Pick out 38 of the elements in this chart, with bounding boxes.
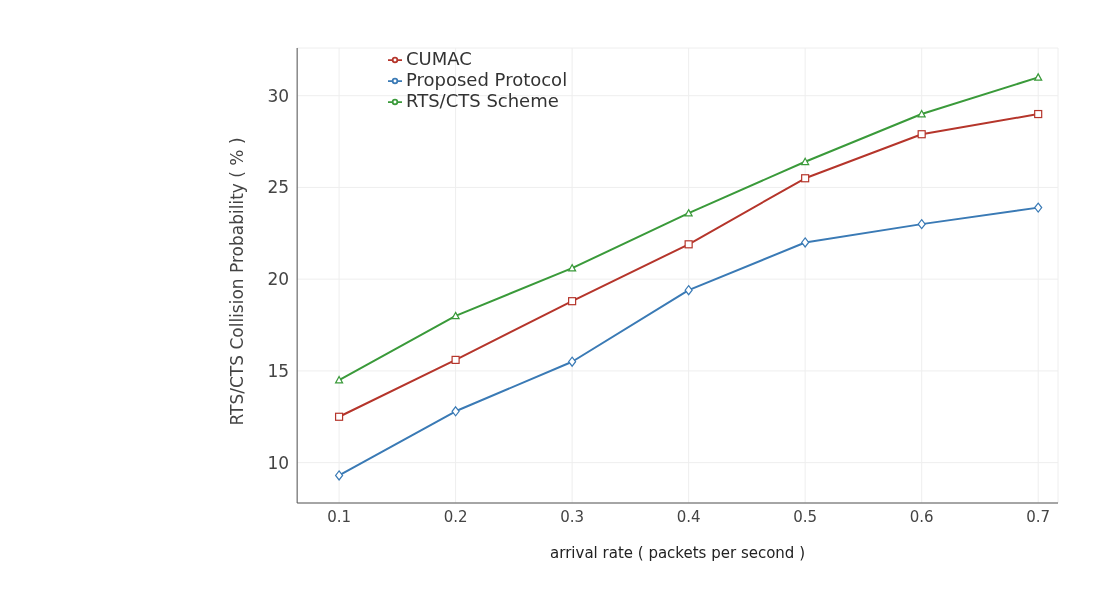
y-tick-label: 10	[267, 452, 290, 473]
point	[451, 355, 460, 364]
y-axis-title: RTS/CTS Collision Probability ( % )	[227, 137, 248, 426]
point	[451, 311, 460, 320]
point	[684, 240, 693, 249]
x-tick-label: 0.7	[1026, 507, 1051, 526]
point	[801, 157, 810, 166]
x-tick-label: 0.3	[560, 507, 585, 526]
point	[1034, 202, 1043, 213]
y-tick-label: 25	[267, 177, 290, 198]
point	[568, 356, 577, 367]
y-tick-label: 20	[267, 269, 290, 290]
point	[334, 470, 344, 481]
x-axis-title: arrival rate ( packets per second )	[550, 544, 806, 562]
legend-label: CUMAC	[406, 48, 472, 69]
point	[1034, 109, 1043, 119]
x-tick-label: 0.1	[327, 507, 352, 526]
point	[917, 219, 926, 230]
x-tick-label: 0.2	[443, 507, 468, 526]
x-tick-label: 0.6	[909, 507, 934, 526]
point	[917, 109, 926, 118]
legend-label: Proposed Protocol	[406, 69, 568, 90]
legend-label: RTS/CTS Scheme	[406, 90, 559, 111]
point	[801, 237, 810, 248]
y-tick-label: 15	[267, 360, 290, 381]
x-tick-label: 0.4	[676, 507, 701, 526]
point	[334, 375, 344, 384]
point	[334, 412, 344, 421]
point	[568, 264, 577, 272]
point	[801, 174, 810, 183]
x-tick-label: 0.5	[793, 507, 818, 526]
point	[568, 297, 577, 306]
y-tick-label: 30	[267, 85, 290, 106]
point	[917, 130, 926, 139]
point	[1034, 73, 1043, 81]
point	[451, 406, 460, 417]
point	[684, 209, 693, 217]
point	[684, 285, 693, 296]
